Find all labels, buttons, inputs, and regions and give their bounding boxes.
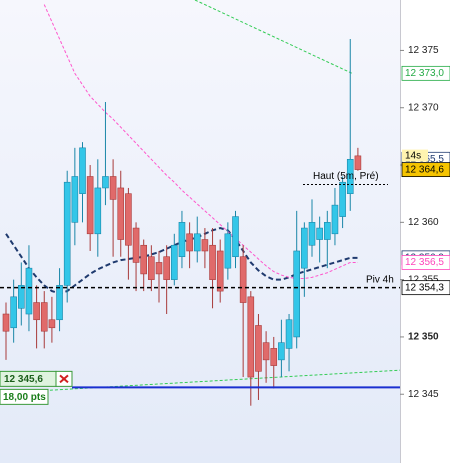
candle-body bbox=[2, 313, 10, 332]
candle-body bbox=[63, 181, 71, 286]
candle-body bbox=[178, 222, 186, 258]
candle-body bbox=[301, 227, 308, 269]
cancel-icon bbox=[59, 374, 69, 384]
candle-body bbox=[308, 222, 316, 246]
price-tag bbox=[401, 280, 450, 296]
price-tag-label: 12 373,0 bbox=[405, 68, 444, 79]
candle-body bbox=[25, 267, 33, 315]
candle-body bbox=[71, 176, 79, 223]
candle-body bbox=[117, 187, 125, 240]
candle-body bbox=[354, 155, 362, 170]
timer-tag bbox=[402, 149, 428, 162]
plot-background bbox=[0, 0, 400, 463]
candle-body bbox=[323, 222, 331, 240]
pivot-label: Piv 4h bbox=[366, 274, 394, 285]
candle-body bbox=[285, 319, 293, 349]
candle-body bbox=[316, 227, 323, 240]
candle-body bbox=[255, 325, 262, 372]
candle-body bbox=[186, 233, 193, 252]
price-tag-label: 12 356,5 bbox=[405, 257, 444, 268]
order-distance: 18,00 pts bbox=[3, 392, 46, 403]
candle-body bbox=[293, 250, 301, 338]
candle-body bbox=[94, 187, 102, 235]
price-tag bbox=[401, 65, 450, 81]
candle-body bbox=[232, 216, 239, 258]
candle-body bbox=[109, 176, 117, 200]
distance-tag bbox=[0, 388, 49, 405]
candle-body bbox=[239, 256, 247, 303]
y-tick-label: 12 370 bbox=[408, 102, 439, 113]
candle-body bbox=[216, 250, 224, 292]
candle-body bbox=[48, 319, 56, 329]
candle-body bbox=[33, 302, 40, 321]
candle-body bbox=[86, 176, 94, 235]
candle-body bbox=[56, 285, 63, 321]
y-tick-label: 12 360 bbox=[408, 217, 439, 228]
candle-body bbox=[140, 244, 147, 275]
candle-body bbox=[102, 176, 109, 189]
candle-body bbox=[132, 227, 140, 263]
candle-body bbox=[163, 256, 170, 280]
candle-body bbox=[155, 262, 163, 275]
candle-body bbox=[339, 181, 346, 217]
y-tick-label: 12 350 bbox=[408, 332, 439, 343]
price-tag-label: 12 354,3 bbox=[405, 282, 444, 293]
candle-body bbox=[125, 193, 132, 246]
high-label: Haut (5m, Pré) bbox=[313, 171, 379, 182]
candle-body bbox=[193, 233, 201, 252]
candle-body bbox=[270, 348, 278, 366]
candle-body bbox=[40, 302, 48, 332]
order-price: 12 345,6 bbox=[4, 374, 43, 385]
candle-body bbox=[17, 285, 25, 309]
candle-body bbox=[171, 244, 178, 280]
price-tag bbox=[401, 162, 450, 178]
price-tag bbox=[401, 255, 450, 270]
candle-body bbox=[224, 233, 232, 269]
candle-body bbox=[201, 239, 209, 252]
candle-body bbox=[278, 342, 285, 361]
y-tick-label: 12 355 bbox=[408, 274, 439, 285]
y-tick-label: 12 345 bbox=[408, 389, 439, 400]
candle-body bbox=[331, 204, 339, 235]
trend-line bbox=[0, 369, 401, 394]
y-tick-label: 12 375 bbox=[408, 45, 439, 56]
candle-body bbox=[79, 147, 86, 194]
candle-body bbox=[262, 342, 270, 361]
candle-body bbox=[10, 296, 17, 329]
candle-body bbox=[209, 244, 216, 280]
candle-body bbox=[247, 296, 255, 378]
moving-average bbox=[43, 4, 358, 279]
candle-body bbox=[346, 158, 354, 194]
timer-label: 14s bbox=[405, 150, 421, 161]
trend-line bbox=[194, 0, 353, 74]
price-tag-label: 12 364,6 bbox=[405, 164, 444, 175]
candle-body bbox=[148, 256, 155, 280]
